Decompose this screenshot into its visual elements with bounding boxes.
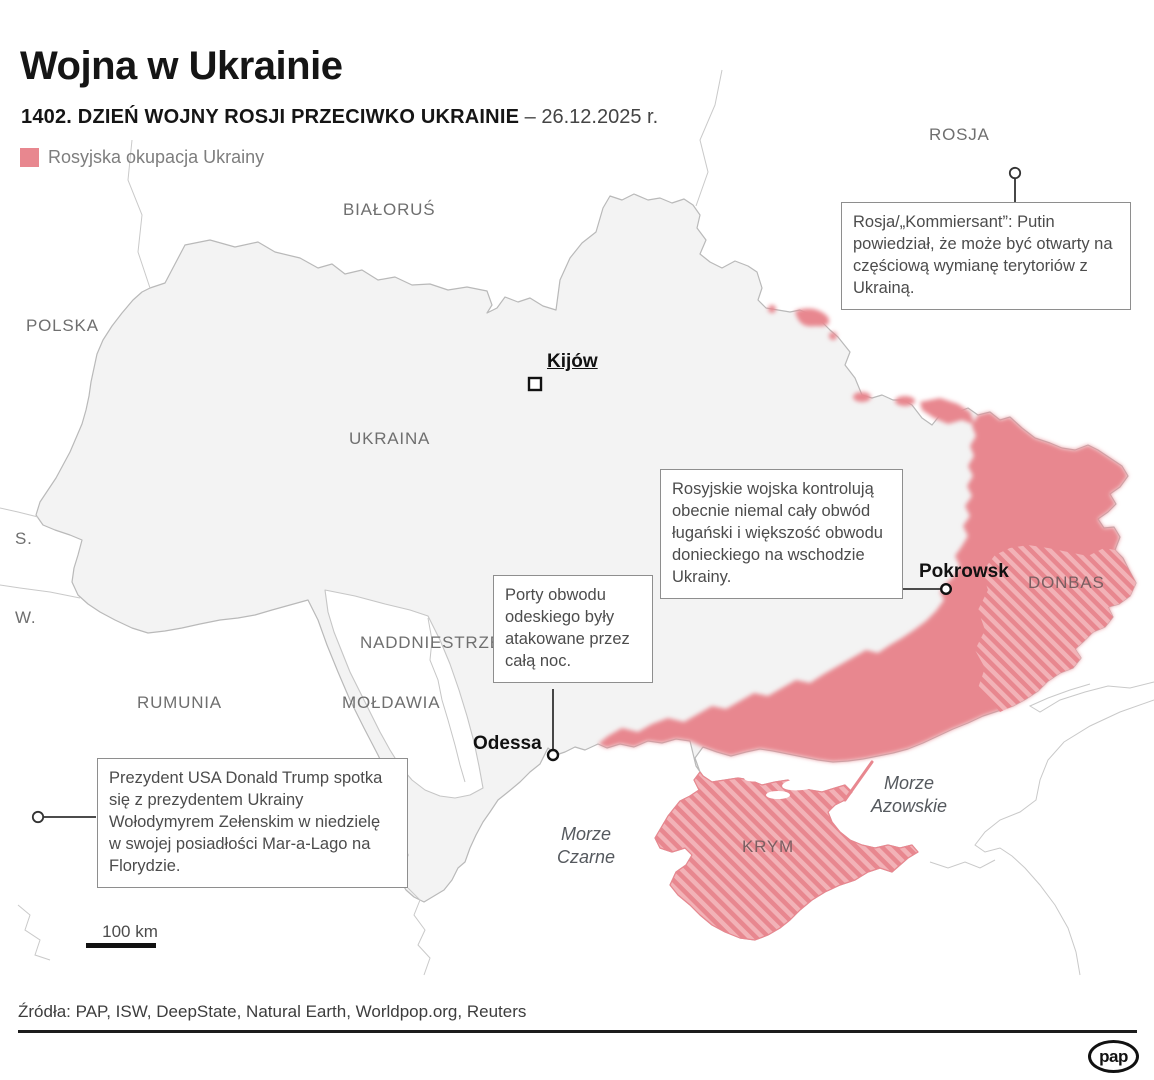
footer-rule [18, 1030, 1137, 1033]
country-label-moldova: MOŁDAWIA [342, 693, 441, 712]
kyiv-capital-marker [527, 376, 543, 392]
occupied-kharkiv-pocket [920, 398, 975, 425]
page-title: Wojna w Ukrainie [20, 44, 343, 88]
dniester-border-line [427, 617, 466, 783]
sources-line: Źródła: PAP, ISW, DeepState, Natural Ear… [18, 1002, 527, 1021]
occupied-border-pocket-1 [795, 308, 830, 327]
city-label-kyiv: Kijów [547, 351, 598, 372]
subtitle-date: – 26.12.2025 r. [519, 106, 659, 128]
donbas-hatched-region [975, 545, 1136, 712]
pap-logo: pap [1088, 1040, 1139, 1073]
sea-label-black-sea: Morze Czarne [556, 824, 616, 868]
country-label-belarus: BIAŁORUŚ [343, 200, 436, 219]
pokrowsk-marker [940, 583, 953, 596]
callout-russia-kommiersant: Rosja/„Kommiersant”: Putin powiedział, ż… [841, 202, 1131, 310]
country-label-transnistria: NADDNIESTRZE [360, 633, 502, 652]
arabat-spit [843, 760, 874, 802]
sea-label-azov-sea: Morze Azowskie [870, 773, 948, 817]
city-label-odessa: Odessa [473, 733, 542, 754]
callout-odessa-ports: Porty obwodu odeskiego były atakowane pr… [493, 575, 653, 683]
legend-label: Rosyjska okupacja Ukrainy [48, 147, 265, 167]
scale-bar [86, 943, 156, 948]
subtitle-day-count: 1402. DZIEŃ WOJNY ROSJI PRZECIWKO UKRAIN… [21, 106, 520, 128]
page-subtitle: 1402. DZIEŃ WOJNY ROSJI PRZECIWKO UKRAIN… [21, 106, 658, 129]
city-label-pokrowsk: Pokrowsk [919, 561, 1009, 582]
country-label-poland: POLSKA [26, 316, 99, 335]
country-label-russia: ROSJA [929, 125, 990, 144]
callout-connectors [31, 166, 1022, 824]
scale-label: 100 km [102, 922, 158, 941]
country-label-hungary: W. [15, 608, 37, 627]
neighbor-borders [0, 69, 1154, 976]
crimea-hatched-region [654, 771, 919, 941]
legend-color-swatch [20, 148, 39, 167]
odessa-marker [546, 748, 560, 762]
country-label-romania: RUMUNIA [137, 693, 222, 712]
country-label-ukraine: UKRAINA [349, 429, 431, 448]
city-markers [527, 376, 953, 762]
region-label-donbas: DONBAS [1028, 573, 1105, 592]
callout-donbas-control: Rosyjskie wojska kontrolują obecnie niem… [660, 469, 903, 599]
sivash-lagoons [744, 770, 822, 799]
legend: Rosyjska okupacja Ukrainy [20, 147, 264, 168]
moldova-shape [324, 589, 484, 799]
region-label-krym: KRYM [742, 837, 795, 856]
callout-trump-meeting: Prezydent USA Donald Trump spotka się z … [97, 758, 408, 888]
country-label-slovakia: S. [15, 529, 33, 548]
